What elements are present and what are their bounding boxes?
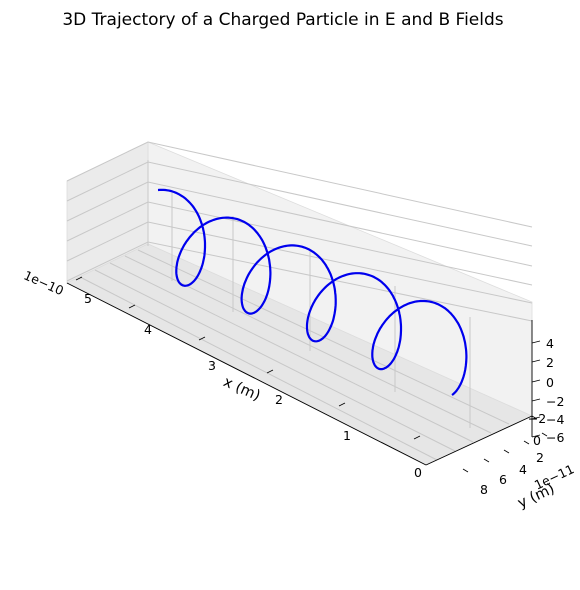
y-tick-label: 8 [480, 482, 488, 497]
y-gridline [109, 262, 474, 443]
trajectory-line [157, 188, 468, 396]
y-offset-text: 1e−11 [532, 461, 576, 492]
y-tick-label: −2 [528, 411, 546, 426]
x-tick-mark [266, 369, 274, 374]
y-tick-mark [503, 449, 510, 454]
x-tick-label: 2 [275, 392, 283, 407]
z-tick-label: 0 [546, 375, 554, 390]
x-tick-mark [75, 276, 83, 281]
z-gridline [66, 241, 533, 322]
z-tick-label: −4 [546, 412, 564, 427]
z-tick-mark [531, 398, 541, 402]
y-tick-label: 0 [533, 433, 541, 448]
z-tick-mark [531, 434, 541, 438]
z-tick-label: 2 [546, 355, 554, 370]
y-tick-label: 4 [519, 462, 527, 477]
x-axis-line [66, 282, 427, 466]
z-tick-label: 4 [546, 336, 554, 351]
chart-title: 3D Trajectory of a Charged Particle in E… [62, 10, 503, 30]
y-tick-mark [483, 458, 490, 463]
x-tick-mark [198, 336, 206, 341]
axis-lines [66, 282, 533, 466]
z-tick-mark [531, 416, 541, 420]
y-tick-label: 6 [499, 472, 507, 487]
x-tick-mark [338, 402, 346, 407]
x-tick-mark [128, 304, 136, 309]
y-gridline [79, 276, 438, 461]
z-gridline [66, 141, 533, 228]
z-tick-label: −2 [546, 394, 564, 409]
x-tick-mark [413, 435, 421, 440]
x-tick-label: 0 [414, 465, 422, 480]
y-axis-line [425, 415, 533, 466]
y-tick-label: 2 [536, 450, 544, 465]
y-gridline [94, 269, 456, 452]
x-tick-label: 5 [84, 291, 92, 306]
z-gridline [66, 161, 533, 247]
y-tick-mark [462, 468, 469, 473]
x-tick-label: 4 [144, 322, 152, 337]
z-tick-mark [531, 379, 541, 383]
y-tick-mark [523, 440, 530, 445]
z-gridline [66, 181, 533, 267]
z-tick-label: −6 [546, 430, 564, 445]
x-tick-label: 3 [208, 358, 216, 373]
y-tick-mark [541, 432, 548, 437]
y-tick-mark [531, 415, 538, 420]
z-tick-mark [531, 359, 541, 363]
z-tick-mark [531, 340, 541, 344]
x-tick-label: 1 [343, 428, 351, 443]
series-layer [157, 188, 468, 396]
z-gridline [66, 201, 533, 286]
z-gridline [66, 221, 533, 304]
x-offset-text: 1e−10 [22, 267, 67, 298]
